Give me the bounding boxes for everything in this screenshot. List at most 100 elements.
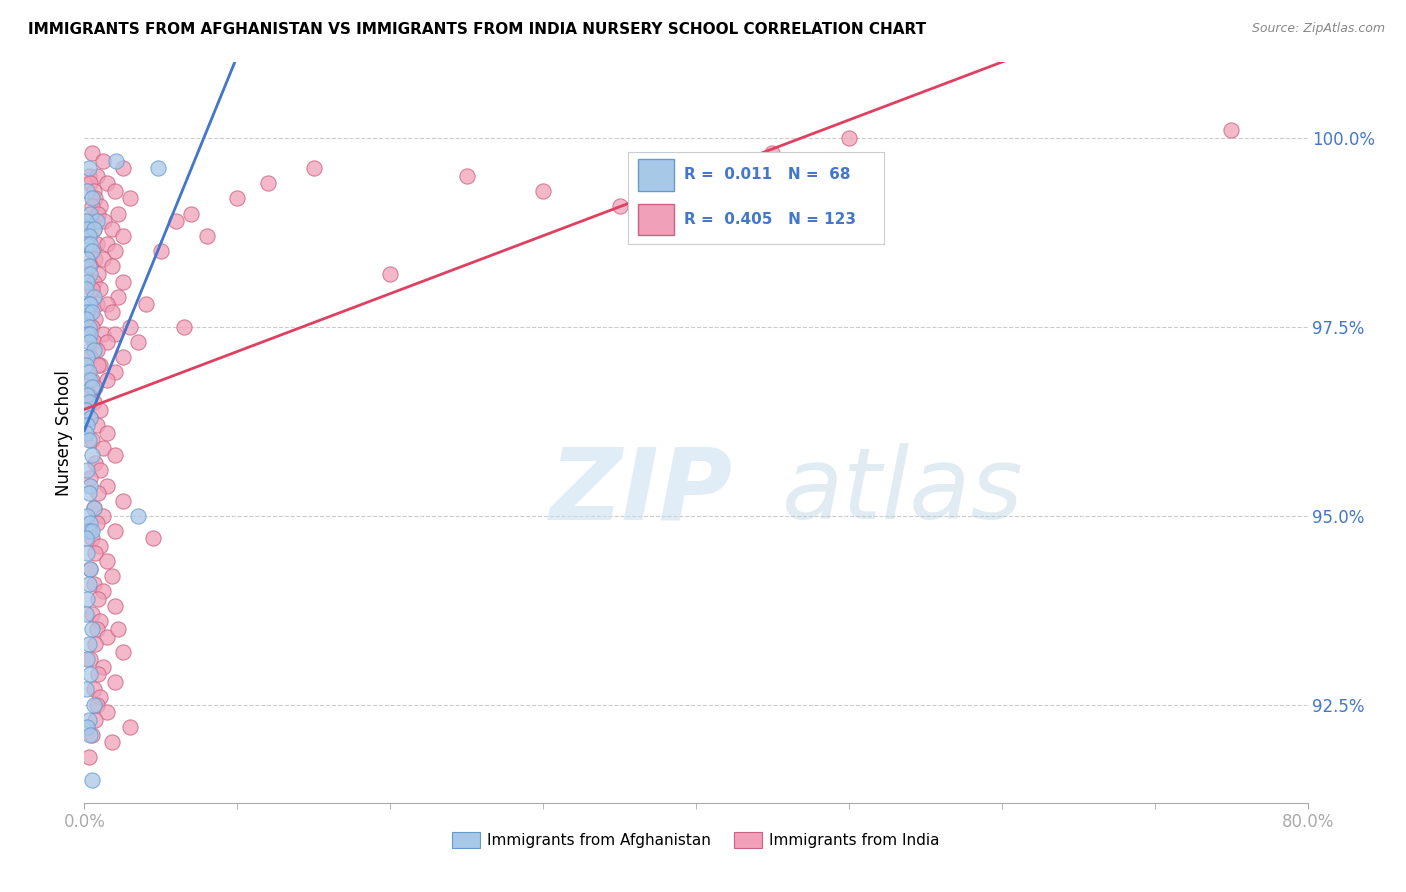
Point (79, 236, 101, 251)
Point (76, 184, 98, 198)
Point (77, 750, 100, 764)
Point (120, 319, 142, 334)
Point (127, 508, 149, 523)
Point (79, 410, 101, 425)
Y-axis label: Nursery School: Nursery School (55, 369, 73, 496)
Point (101, 260, 124, 274)
Point (76, 388, 98, 402)
Point (380, 267, 402, 281)
Point (79, 206, 101, 220)
Point (120, 720, 142, 734)
Point (79, 652, 101, 666)
Point (83, 334, 105, 349)
Point (79, 177, 101, 191)
Point (79, 478, 101, 492)
Point (75, 682, 97, 697)
Point (77, 486, 100, 500)
Point (180, 206, 202, 220)
Point (87, 358, 110, 372)
Point (104, 184, 127, 198)
Point (89, 539, 111, 553)
Point (77, 161, 100, 176)
Point (104, 674, 127, 689)
Point (79, 471, 101, 485)
Point (76, 547, 98, 561)
Point (91, 660, 114, 674)
Point (86, 169, 108, 183)
Point (87, 591, 110, 606)
Point (83, 343, 105, 357)
Point (80, 146, 103, 161)
Point (91, 153, 114, 168)
Point (84, 380, 107, 394)
Point (80, 319, 103, 334)
Point (80, 199, 103, 213)
Point (77, 260, 100, 274)
Point (76, 221, 98, 235)
Point (80, 191, 103, 205)
Point (84, 547, 107, 561)
Point (107, 290, 129, 304)
Point (1220, 123, 1243, 137)
Point (84, 637, 107, 651)
Legend: Immigrants from Afghanistan, Immigrants from India: Immigrants from Afghanistan, Immigrants … (446, 826, 946, 855)
Point (104, 365, 127, 379)
Point (75, 425, 97, 440)
Point (77, 319, 100, 334)
Point (77, 395, 100, 409)
Point (79, 516, 101, 531)
Point (80, 433, 103, 447)
Point (91, 584, 114, 599)
Point (76, 508, 98, 523)
Point (302, 161, 325, 176)
Point (76, 275, 98, 289)
Point (120, 191, 142, 205)
Point (165, 214, 187, 228)
Point (77, 713, 100, 727)
Bar (638, 159, 673, 191)
Point (104, 327, 127, 342)
Text: IMMIGRANTS FROM AFGHANISTAN VS IMMIGRANTS FROM INDIA NURSERY SCHOOL CORRELATION : IMMIGRANTS FROM AFGHANISTAN VS IMMIGRANT… (28, 22, 927, 37)
Point (83, 682, 105, 697)
Point (79, 410, 101, 425)
Point (86, 418, 108, 433)
Point (89, 358, 111, 372)
Point (77, 365, 100, 379)
Point (79, 373, 101, 387)
Point (83, 395, 105, 409)
Point (83, 275, 105, 289)
Point (142, 532, 165, 546)
Text: R =  0.405   N = 123: R = 0.405 N = 123 (685, 212, 856, 227)
Point (76, 327, 98, 342)
Point (79, 297, 101, 311)
Point (84, 312, 107, 326)
Point (86, 622, 108, 636)
Point (79, 267, 101, 281)
Point (76, 350, 98, 364)
Point (79, 561, 101, 575)
Point (87, 667, 110, 681)
Point (761, 146, 783, 161)
Point (75, 312, 97, 326)
Point (76, 720, 98, 734)
Point (79, 667, 101, 681)
Point (84, 456, 107, 470)
Point (89, 403, 111, 417)
Point (83, 184, 105, 198)
Point (105, 153, 128, 168)
Point (101, 304, 124, 318)
Point (76, 463, 98, 477)
Point (77, 433, 100, 447)
Point (111, 350, 134, 364)
Point (195, 229, 218, 244)
Point (89, 282, 111, 296)
Point (104, 524, 127, 538)
Point (86, 343, 108, 357)
Point (76, 418, 98, 433)
Point (84, 191, 107, 205)
Point (104, 448, 127, 462)
Point (77, 297, 100, 311)
Point (89, 690, 111, 704)
Point (79, 214, 101, 228)
Point (101, 735, 124, 749)
